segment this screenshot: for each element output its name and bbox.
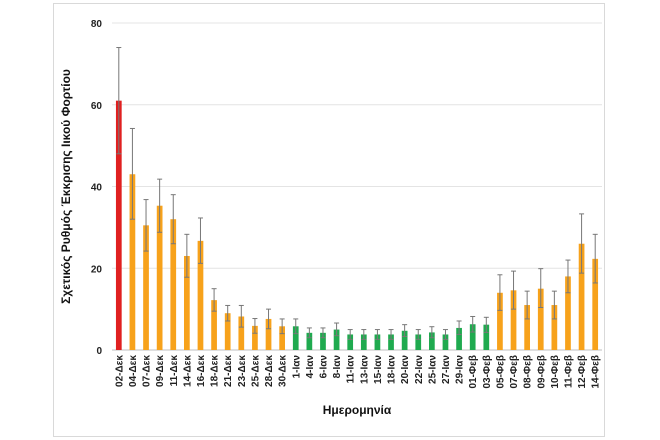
y-tick-label: 60: [91, 101, 103, 112]
x-tick-label: 27-Ιαν: [441, 355, 452, 384]
x-tick-label: 05-Φεβ: [495, 355, 506, 389]
x-tick-label: 6-Ιαν: [318, 355, 329, 379]
x-tick-label: 18-Ιαν: [387, 355, 398, 384]
y-tick-label: 40: [91, 183, 103, 194]
x-tick-label: 07-Δεκ: [142, 355, 153, 387]
bar: [469, 324, 476, 350]
bar: [115, 100, 122, 350]
bar: [197, 240, 204, 350]
bar: [578, 243, 585, 350]
x-tick-label: 23-Δεκ: [237, 355, 248, 387]
bar: [238, 316, 245, 350]
y-tick-label: 0: [96, 346, 102, 357]
bar: [292, 326, 299, 350]
bar: [565, 276, 571, 350]
x-tick-label: 11-Δεκ: [169, 355, 180, 387]
bar: [333, 329, 340, 350]
x-tick-label: 20-Ιαν: [400, 355, 411, 384]
bar: [211, 300, 217, 350]
x-tick-label: 09-Φεβ: [536, 355, 547, 389]
bar: [129, 174, 136, 350]
bar: [497, 292, 503, 350]
x-tick-label: 02-Δεκ: [114, 355, 125, 387]
x-tick-label: 30-Δεκ: [278, 355, 289, 387]
x-tick-label: 04-Δεκ: [128, 355, 139, 387]
bar: [483, 324, 490, 350]
x-tick-label: 14-Δεκ: [182, 355, 193, 387]
x-tick-label: 16-Δεκ: [196, 355, 207, 387]
x-tick-label: 29-Ιαν: [455, 355, 466, 384]
x-tick-label: 11-Ιαν: [346, 355, 357, 384]
y-tick-label: 20: [91, 264, 103, 275]
bar: [170, 219, 177, 350]
y-axis-title: Σχετικός Ρυθμός Έκκρισης Ιικού Φορτίου: [59, 69, 73, 304]
bar: [388, 334, 394, 350]
bar: [374, 334, 381, 350]
bar: [551, 305, 558, 350]
bar: [184, 255, 190, 350]
x-tick-label: 08-Φεβ: [523, 355, 534, 389]
bar: [592, 258, 599, 350]
bar: [252, 325, 258, 350]
x-tick-label: 10-Φεβ: [550, 355, 561, 389]
bar: [360, 334, 367, 350]
bar: [279, 326, 285, 350]
x-tick-label: 13-Ιαν: [359, 355, 370, 384]
x-tick-label: 8-Ιαν: [332, 355, 343, 379]
bar: [510, 290, 517, 350]
x-tick-label: 14-Φεβ: [591, 355, 602, 389]
bar: [347, 334, 354, 350]
x-tick-label: 01-Φεβ: [468, 355, 479, 389]
x-tick-label: 03-Φεβ: [482, 355, 493, 389]
x-tick-label: 21-Δεκ: [223, 355, 234, 387]
x-tick-label: 25-Δεκ: [250, 355, 261, 387]
x-tick-label: 28-Δεκ: [264, 355, 275, 387]
x-tick-label: 22-Ιαν: [414, 355, 425, 384]
bar: [320, 332, 326, 350]
bar: [156, 205, 163, 350]
bar: [224, 313, 231, 350]
x-tick-label: 07-Φεβ: [509, 355, 520, 389]
chart-frame: [53, 3, 605, 437]
bar: [306, 332, 313, 350]
x-tick-label: 1-Ιαν: [291, 355, 302, 379]
bar: [265, 318, 272, 350]
bar: [456, 327, 462, 350]
x-tick-label: 18-Δεκ: [210, 355, 221, 387]
x-tick-label: 12-Φεβ: [577, 355, 588, 389]
y-tick-label: 80: [91, 19, 103, 30]
bar: [524, 305, 530, 350]
x-tick-label: 11-Φεβ: [563, 355, 574, 388]
bar: [415, 334, 422, 350]
x-tick-label: 25-Ιαν: [427, 355, 438, 384]
x-tick-label: 4-Ιαν: [305, 355, 316, 379]
bar: [537, 288, 544, 350]
bar: [401, 330, 408, 350]
bar: [442, 334, 449, 350]
x-axis-title: Ημερομηνία: [323, 403, 392, 417]
x-tick-label: 15-Ιαν: [373, 355, 384, 384]
x-tick-label: 09-Δεκ: [155, 355, 166, 387]
bar: [429, 332, 435, 350]
bar: [143, 225, 149, 350]
